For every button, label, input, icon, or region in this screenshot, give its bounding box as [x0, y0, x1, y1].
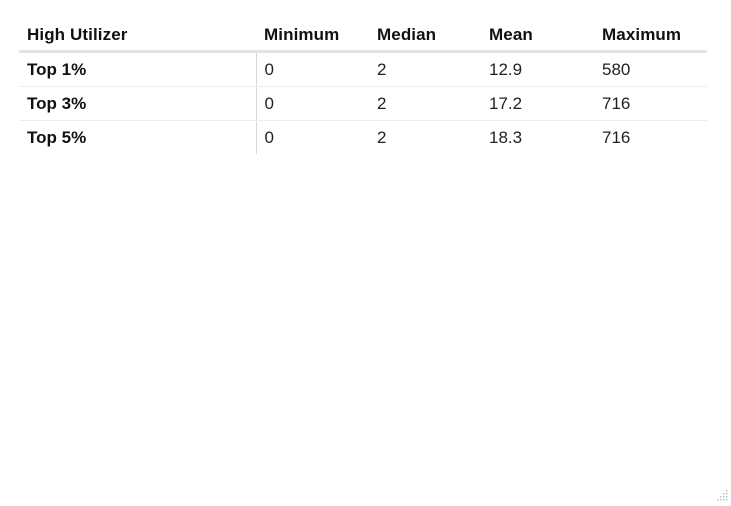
column-header-median[interactable]: Median	[369, 20, 481, 53]
cell-mean: 17.2	[481, 86, 594, 121]
cell-median: 2	[377, 127, 387, 147]
resize-grip-icon[interactable]	[715, 487, 729, 501]
table-row: Top 1% 0 2 12.9 580	[19, 51, 707, 87]
high-utilizer-stats-table: High Utilizer Minimum Median Mean Maximu…	[19, 20, 707, 154]
resize-grip-icon-graphic	[717, 490, 728, 501]
column-header-minimum[interactable]: Minimum	[256, 20, 369, 53]
cell-minimum: 0	[264, 127, 274, 147]
cell-minimum: 0	[256, 51, 369, 87]
row-header-top-5: Top 5%	[19, 120, 257, 154]
cell-median: 2	[369, 51, 481, 87]
column-header-mean[interactable]: Mean	[481, 20, 594, 53]
cell-mean: 18.3	[489, 127, 523, 147]
stats-table-container: High Utilizer Minimum Median Mean Maximu…	[19, 20, 707, 154]
table-header-row: High Utilizer Minimum Median Mean Maximu…	[19, 20, 707, 53]
cell-minimum: 0	[256, 86, 369, 121]
table-row: Top 3% 0 2 17.2 716	[19, 86, 707, 121]
table-row: Top 5% 0 2 18.3 716	[19, 120, 707, 154]
cell-maximum: 716	[602, 127, 631, 147]
row-header-top-3: Top 3%	[19, 86, 257, 121]
cell-median: 2	[369, 86, 481, 121]
cell-maximum: 580	[594, 51, 707, 87]
column-header-maximum[interactable]: Maximum	[594, 20, 707, 53]
cell-maximum: 716	[594, 86, 707, 121]
cell-mean: 12.9	[481, 51, 594, 87]
row-header-top-1: Top 1%	[19, 51, 257, 87]
column-header-high-utilizer[interactable]: High Utilizer	[19, 20, 256, 53]
